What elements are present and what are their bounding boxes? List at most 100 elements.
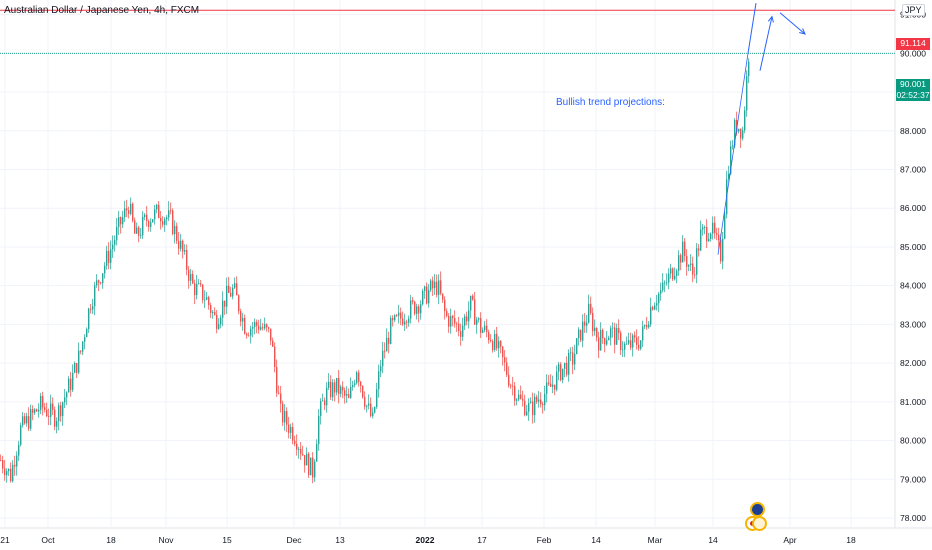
candle-body [178,240,180,249]
candle-body [102,273,104,283]
candle-body [196,283,198,296]
candle-body [118,217,120,227]
candle-body [652,307,654,310]
candle-body [472,295,474,300]
candle-body [748,61,750,77]
candle-body [226,285,228,307]
candle-body [184,250,186,252]
candle-body [724,214,726,239]
candle-body [720,240,722,262]
candle-body [576,338,578,355]
candle-body [252,327,254,329]
candle-body [358,372,360,382]
candle-body [270,328,272,341]
candle-body [386,337,388,352]
time-tick-label: Apr [783,535,796,545]
event-marker-icon[interactable] [752,516,767,531]
candle-body [670,268,672,274]
candle-body [100,282,102,284]
horizontal-lines [0,9,895,54]
candle-body [156,204,158,210]
price-tick-label: 83.000 [900,319,926,329]
candle-body [50,403,52,417]
candle-body [322,400,324,402]
candle-body [400,312,402,319]
candle-body [332,382,334,398]
candle-body [288,424,290,433]
candle-body [560,364,562,380]
candle-body [362,385,364,398]
candle-body [104,265,106,274]
candle-body [552,384,554,387]
candle-body [526,411,528,415]
candle-body [668,273,670,283]
candle-body [40,396,42,410]
candle-body [442,293,444,300]
candle-body [598,337,600,351]
candle-body [324,400,326,406]
candle-body [496,333,498,349]
candle-body [138,227,140,236]
candle-body [124,208,126,218]
candle-body [612,327,614,329]
candle-body [454,318,456,324]
candle-body [318,415,320,445]
candle-body [146,214,148,222]
candle-body [34,409,36,413]
projection-lines [717,2,806,255]
candle-body [504,357,506,363]
candle-body [314,461,316,478]
candle-body [144,214,146,217]
candle-body [222,300,224,318]
candle-body [206,297,208,300]
candle-body [478,318,480,320]
candle-body [382,350,384,367]
candle-body [412,300,414,302]
candle-body [378,371,380,390]
candle-body [492,341,494,350]
candle-body [282,403,284,423]
candle-body [376,389,378,408]
candle-body [538,399,540,402]
candle-body [440,280,442,294]
candle-body [200,283,202,285]
currency-label[interactable]: JPY [902,4,925,16]
candle-body [342,386,344,391]
price-tick-label: 79.000 [900,474,926,484]
candle-body [330,381,332,398]
candle-body [660,289,662,294]
candle-body [696,248,698,275]
candle-body [14,464,16,467]
candle-body [336,377,338,393]
candle-body [488,331,490,341]
candle-body [448,315,450,327]
candle-body [284,411,286,423]
candle-body [490,340,492,342]
candle-body [662,282,664,290]
candle-body [216,314,218,329]
time-axis[interactable]: 21 Oct 18 Nov 15 Dec 13 2022 17 Feb 14 Mar 14 Apr 18 [0,535,856,545]
candle-body [640,340,642,349]
candle-body [514,386,516,401]
candle-body [220,317,222,325]
candle-body [130,203,132,214]
candle-body [534,396,536,416]
time-tick-label: Dec [286,535,302,545]
candle-body [96,280,98,286]
candle-body [508,374,510,386]
candle-body [740,128,742,139]
candle-body [438,280,440,295]
time-tick-label: Feb [537,535,552,545]
candle-body [540,399,542,405]
candle-body [312,457,314,478]
candle-body [106,250,108,266]
candle-body [76,363,78,373]
candle-body [116,226,118,241]
candle-body [586,322,588,326]
candle-body [450,316,452,327]
candle-body [280,393,282,404]
projection-line [779,12,806,35]
annotation-text[interactable]: Bullish trend projections: [556,97,665,108]
australia-flag-icon[interactable] [750,502,765,517]
